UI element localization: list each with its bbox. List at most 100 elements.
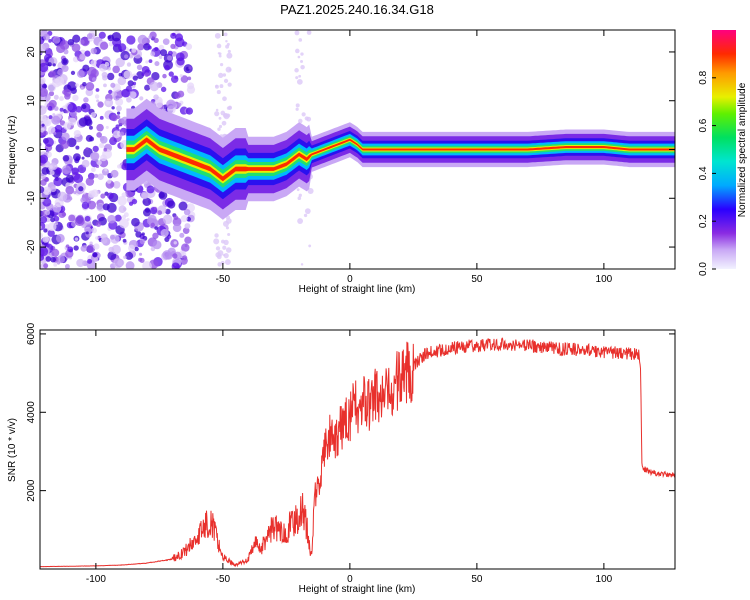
spectrogram-noise-blob — [65, 185, 75, 195]
spectrogram-noise-blob — [74, 237, 79, 241]
spectrogram-noise-blob — [142, 261, 152, 269]
spectrogram-x-tick-label: 0 — [347, 274, 353, 285]
spectrogram-noise-blob — [110, 82, 116, 88]
colorbar-tick-label: 0.4 — [698, 166, 709, 180]
spectrogram-noise-blob — [84, 50, 91, 57]
spectrogram-noise-blob — [154, 226, 158, 230]
spectrogram-noise-blob — [128, 244, 135, 252]
spectrogram-noise-blob — [170, 75, 179, 83]
spectrogram-noise-blob — [100, 154, 108, 162]
spectrogram-noise-blob — [167, 200, 176, 209]
spectrogram-noise-blob — [53, 131, 57, 135]
snr-x-axis-label: Height of straight line (km) — [299, 584, 416, 595]
spectrogram-noise-blob — [71, 167, 79, 175]
spectrogram-noise-blob — [90, 59, 97, 67]
spectrogram-noise-blob — [181, 243, 190, 252]
spectrogram-noise-blob — [222, 73, 227, 77]
spectrogram-noise-blob — [294, 68, 299, 73]
colorbar-tick-label: 0.8 — [698, 70, 709, 84]
spectrogram-noise-blob — [150, 222, 155, 228]
spectrogram-noise-blob — [140, 191, 149, 200]
spectrogram-noise-blob — [99, 143, 105, 149]
spectrogram-noise-blob — [141, 232, 145, 236]
spectrogram-noise-blob — [300, 52, 304, 56]
colorbar-tick-label: 0.0 — [698, 262, 709, 276]
spectrogram-noise-blob — [153, 37, 159, 43]
spectrogram-noise-blob — [111, 31, 122, 42]
spectrogram-noise-blob — [178, 201, 188, 211]
spectrogram-marks — [40, 30, 675, 269]
colorbar-ticks: 0.0 0.2 0.4 0.6 0.8 — [698, 70, 716, 276]
spectrogram-noise-blob — [225, 226, 230, 230]
spectrogram-noise-blob — [85, 82, 95, 91]
spectrogram-noise-blob — [173, 215, 179, 221]
spectrogram-noise-blob — [44, 137, 54, 147]
spectrogram-noise-blob — [121, 192, 127, 198]
spectrogram-noise-blob — [50, 186, 57, 193]
spectrogram-noise-blob — [69, 248, 73, 253]
spectrogram-noise-blob — [59, 111, 64, 115]
spectrogram-noise-blob — [111, 106, 115, 110]
spectrogram-noise-blob — [112, 258, 123, 269]
spectrogram-noise-blob — [219, 84, 224, 89]
spectrogram-noise-blob — [57, 255, 66, 264]
spectrogram-noise-blob — [40, 43, 46, 54]
spectrogram-noise-blob — [99, 41, 109, 50]
spectrogram-noise-blob — [89, 241, 93, 245]
spectrogram-noise-blob — [125, 251, 134, 260]
spectrogram-noise-blob — [176, 57, 185, 66]
spectrogram-noise-blob — [137, 34, 148, 45]
spectrogram-noise-blob — [117, 164, 122, 169]
spectrogram-noise-blob — [121, 88, 130, 98]
spectrogram-noise-blob — [147, 214, 157, 224]
spectrogram-noise-blob — [223, 113, 230, 120]
spectrogram-noise-blob — [296, 78, 303, 85]
spectrogram-noise-blob — [73, 173, 84, 184]
spectrogram-noise-blob — [93, 243, 100, 250]
spectrogram-noise-blob — [73, 190, 77, 195]
spectrogram-noise-blob — [63, 89, 72, 97]
spectrogram-noise-blob — [185, 43, 193, 51]
spectrogram-noise-blob — [78, 186, 84, 192]
spectrogram-noise-blob — [131, 47, 137, 53]
spectrogram-noise-blob — [298, 193, 302, 197]
spectrogram-noise-blob — [100, 193, 106, 199]
spectrogram-noise-blob — [182, 255, 188, 261]
spectrogram-noise-blob — [144, 84, 151, 91]
spectrogram-noise-blob — [164, 64, 170, 71]
spectrogram-noise-blob — [116, 105, 122, 112]
spectrogram-noise-blob — [117, 76, 127, 86]
spectrogram-noise-blob — [45, 256, 52, 262]
spectrogram-noise-blob — [215, 246, 221, 251]
spectrogram-noise-blob — [179, 232, 185, 238]
spectrogram-noise-blob — [217, 52, 221, 55]
spectrogram-noise-blob — [53, 262, 58, 267]
spectrogram-noise-blob — [160, 228, 169, 238]
spectrogram-noise-blob — [145, 60, 149, 64]
spectrogram-noise-blob — [225, 247, 232, 253]
spectrogram-noise-blob — [114, 214, 122, 222]
spectrogram-noise-blob — [122, 214, 127, 219]
spectrogram-noise-blob — [95, 164, 100, 169]
spectrogram-noise-blob — [40, 186, 43, 190]
spectrogram-noise-blob — [148, 35, 153, 39]
spectrogram-noise-blob — [55, 167, 63, 174]
spectrogram-noise-blob — [172, 253, 178, 259]
spectrogram-noise-blob — [72, 34, 81, 43]
spectrogram-noise-blob — [48, 99, 57, 108]
spectrogram-noise-blob — [131, 217, 140, 227]
spectrogram-noise-blob — [116, 111, 121, 115]
spectrogram-y-tick-label: 20 — [26, 46, 37, 58]
spectrogram-noise-blob — [118, 205, 127, 214]
spectrogram-noise-blob — [158, 192, 165, 199]
spectrogram-noise-blob — [180, 75, 189, 83]
spectrogram-noise-blob — [186, 85, 196, 94]
spectrogram-noise-blob — [304, 116, 309, 121]
spectrogram-noise-blob — [144, 72, 150, 77]
spectrogram-x-tick-label: 50 — [471, 274, 483, 285]
spectrogram-noise-blob — [150, 51, 156, 57]
spectrogram-noise-blob — [226, 52, 233, 59]
spectrogram-noise-blob — [295, 48, 300, 54]
spectrogram-noise-blob — [117, 43, 127, 52]
spectrogram-noise-blob — [40, 246, 49, 257]
